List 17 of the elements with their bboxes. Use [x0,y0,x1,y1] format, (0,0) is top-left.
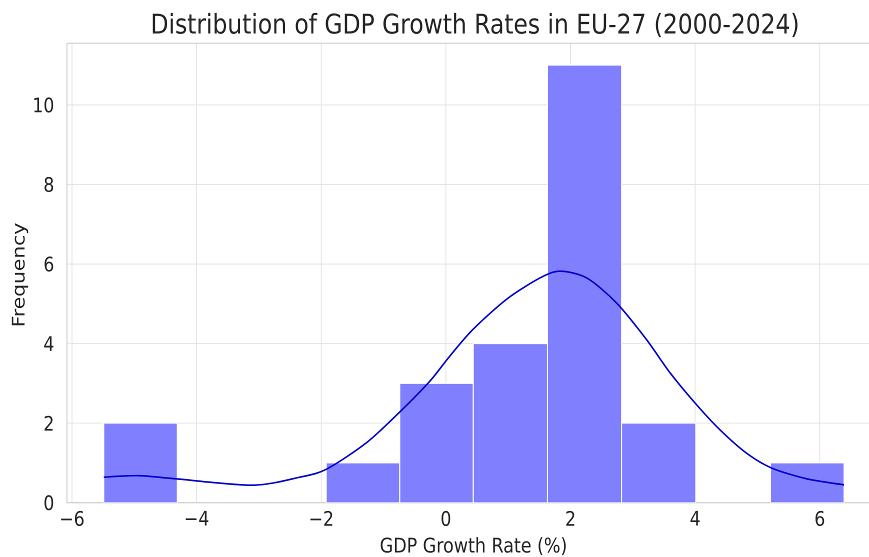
x-tick-label: −4 [186,510,208,526]
line-series [102,270,845,486]
y-tick-label: 2 [44,416,53,431]
y-tick-label: 0 [44,495,54,510]
x-tick-label: 0 [442,510,450,526]
x-axis-title: GDP Growth Rate (%) [380,537,566,556]
y-tick-label: 8 [44,176,54,192]
y-tick-label: 6 [44,256,54,272]
chart-title: Distribution of GDP Growth Rates in EU-27 (2000-2024) [152,12,798,38]
x-tick-label: 6 [816,510,824,526]
x-tick-label: −2 [310,510,332,526]
x-tick-label: −6 [61,510,84,526]
y-tick-label: 4 [44,336,54,351]
y-axis-title: Frequency [12,223,28,326]
x-tick-label: 2 [566,510,574,526]
y-tick-label: 10 [34,97,54,113]
x-tick-label: 4 [690,510,700,526]
